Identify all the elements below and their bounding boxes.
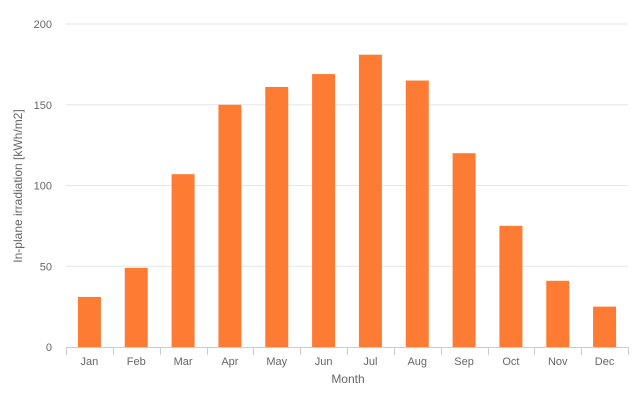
x-tick-label: Jul [363,356,377,368]
axes [66,347,629,355]
x-tick-label: Sep [454,356,474,368]
y-tick-labels: 0 50 100 150 200 [34,19,52,354]
y-tick-label: 150 [34,100,52,112]
bar-sep [452,153,476,347]
y-tick-label: 100 [34,181,52,193]
x-tick-label: May [266,356,287,368]
bar-jun [312,74,336,347]
bar-mar [171,174,195,347]
bar-aug [405,80,429,348]
y-axis-title: In-plane irradiation [kWh/m2] [11,109,25,262]
x-tick-label: Nov [548,356,568,368]
x-tick-label: Aug [407,356,427,368]
x-tick-label: Dec [595,356,615,368]
gridlines [66,23,628,267]
x-tick-label: Jan [81,356,99,368]
bar-may [265,86,289,348]
x-tick-label: Feb [127,356,146,368]
y-tick-label: 0 [46,342,52,354]
x-tick-label: Oct [502,356,519,368]
bar-oct [499,225,523,347]
x-tick-label: Jun [315,356,333,368]
y-tick-label: 200 [34,19,52,31]
bar-nov [546,280,570,347]
bar-jul [358,54,382,348]
bar-dec [593,306,617,347]
bar-feb [124,267,148,347]
x-axis-title: Month [331,372,364,386]
bar-apr [218,104,242,347]
x-tick-label: Apr [221,356,238,368]
bars [77,54,617,348]
x-tick-labels: Jan Feb Mar Apr May Jun Jul Aug Sep Oct Nov Dec [81,356,615,368]
bar-jan [77,296,101,347]
y-tick-label: 50 [40,261,52,273]
x-tick-label: Mar [174,356,193,368]
